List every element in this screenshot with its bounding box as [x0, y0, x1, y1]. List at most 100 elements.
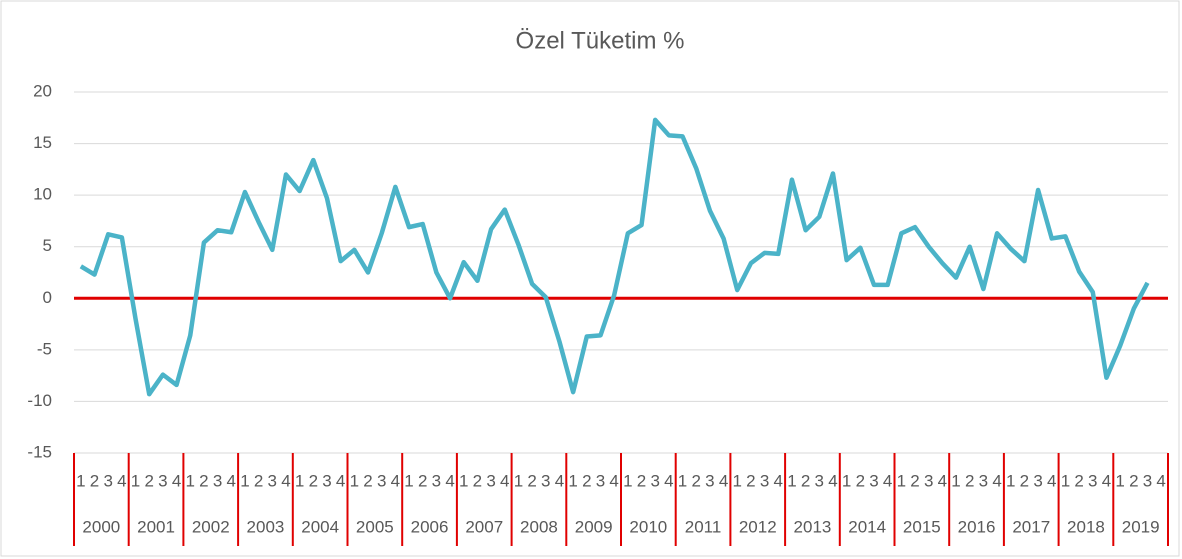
x-tick-label: 1: [186, 471, 195, 490]
x-tick-label: 3: [103, 471, 112, 490]
x-tick-label: 3: [650, 471, 659, 490]
year-label: 2016: [958, 517, 996, 536]
x-tick-label: 4: [281, 471, 290, 490]
x-tick-label: 2: [801, 471, 810, 490]
x-tick-label: 4: [992, 471, 1001, 490]
y-tick-label: 20: [33, 81, 52, 100]
y-tick-label: 0: [43, 288, 52, 307]
year-label: 2014: [848, 517, 886, 536]
x-tick-label: 1: [1115, 471, 1124, 490]
x-tick-label: 4: [883, 471, 892, 490]
x-tick-label: 4: [828, 471, 837, 490]
x-tick-label: 3: [596, 471, 605, 490]
y-tick-label: -5: [37, 339, 52, 358]
x-tick-label: 3: [760, 471, 769, 490]
year-label: 2007: [465, 517, 503, 536]
x-tick-label: 1: [787, 471, 796, 490]
x-tick-label: 4: [938, 471, 947, 490]
year-label: 2009: [575, 517, 613, 536]
x-tick-label: 3: [1143, 471, 1152, 490]
year-label: 2005: [356, 517, 394, 536]
x-tick-label: 1: [459, 471, 468, 490]
x-tick-label: 4: [1156, 471, 1165, 490]
year-label: 2003: [247, 517, 285, 536]
x-tick-label: 1: [131, 471, 140, 490]
x-tick-label: 2: [637, 471, 646, 490]
year-label: 2019: [1122, 517, 1160, 536]
x-tick-label: 2: [582, 471, 591, 490]
x-tick-label: 2: [254, 471, 263, 490]
x-tick-label: 3: [268, 471, 277, 490]
year-label: 2015: [903, 517, 941, 536]
year-label: 2013: [794, 517, 832, 536]
year-label: 2004: [301, 517, 339, 536]
x-tick-label: 4: [555, 471, 564, 490]
x-tick-label: 3: [322, 471, 331, 490]
x-tick-label: 3: [869, 471, 878, 490]
x-tick-label: 1: [350, 471, 359, 490]
x-tick-label: 1: [897, 471, 906, 490]
x-tick-label: 4: [227, 471, 236, 490]
year-label: 2001: [137, 517, 175, 536]
x-tick-label: 3: [213, 471, 222, 490]
y-tick-label: -10: [27, 391, 52, 410]
x-tick-label: 4: [117, 471, 126, 490]
x-tick-label: 2: [473, 471, 482, 490]
x-tick-label: 3: [541, 471, 550, 490]
data-line: [79, 117, 1150, 397]
x-tick-label: 4: [500, 471, 509, 490]
x-tick-label: 2: [856, 471, 865, 490]
x-tick-label: 2: [1074, 471, 1083, 490]
x-tick-label: 2: [1020, 471, 1029, 490]
x-tick-label: 1: [568, 471, 577, 490]
year-label: 2012: [739, 517, 777, 536]
year-label: 2006: [411, 517, 449, 536]
x-tick-label: 2: [418, 471, 427, 490]
year-label: 2000: [82, 517, 120, 536]
x-tick-label: 1: [514, 471, 523, 490]
x-tick-label: 2: [910, 471, 919, 490]
x-tick-label: 1: [404, 471, 413, 490]
x-tick-label: 4: [664, 471, 673, 490]
year-label: 2002: [192, 517, 230, 536]
x-tick-label: 3: [1033, 471, 1042, 490]
x-tick-label: 1: [240, 471, 249, 490]
x-tick-label: 2: [527, 471, 536, 490]
x-tick-label: 4: [1047, 471, 1056, 490]
y-tick-label: 5: [43, 236, 52, 255]
year-label: 2018: [1067, 517, 1105, 536]
x-tick-label: 2: [144, 471, 153, 490]
x-tick-label: 4: [719, 471, 728, 490]
y-tick-label: 15: [33, 133, 52, 152]
x-tick-label: 2: [90, 471, 99, 490]
x-tick-label: 4: [774, 471, 783, 490]
x-tick-label: 3: [377, 471, 386, 490]
x-tick-label: 1: [1006, 471, 1015, 490]
x-tick-label: 2: [199, 471, 208, 490]
x-tick-label: 4: [1102, 471, 1111, 490]
x-tick-label: 2: [309, 471, 318, 490]
x-tick-label: 1: [76, 471, 85, 490]
year-label: 2010: [629, 517, 667, 536]
x-tick-label: 3: [486, 471, 495, 490]
x-tick-label: 2: [363, 471, 372, 490]
x-tick-label: 1: [1061, 471, 1070, 490]
x-tick-label: 2: [746, 471, 755, 490]
x-tick-label: 1: [678, 471, 687, 490]
x-tick-label: 2: [965, 471, 974, 490]
x-tick-label: 4: [445, 471, 454, 490]
x-tick-label: 3: [158, 471, 167, 490]
x-tick-label: 2: [691, 471, 700, 490]
x-tick-label: 3: [432, 471, 441, 490]
year-label: 2008: [520, 517, 558, 536]
x-tick-label: 4: [391, 471, 400, 490]
y-tick-label: 10: [33, 185, 52, 204]
x-tick-label: 2: [1129, 471, 1138, 490]
x-tick-label: 3: [1088, 471, 1097, 490]
x-tick-label: 1: [623, 471, 632, 490]
x-tick-label: 3: [815, 471, 824, 490]
year-label: 2011: [685, 517, 722, 536]
x-tick-label: 1: [295, 471, 304, 490]
x-tick-label: 1: [733, 471, 742, 490]
x-tick-label: 4: [609, 471, 618, 490]
